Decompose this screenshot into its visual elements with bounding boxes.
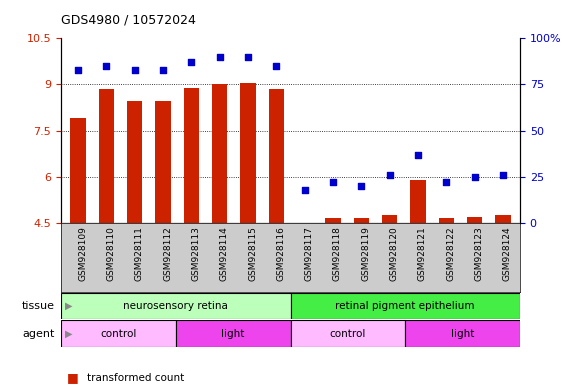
Bar bbox=[325, 218, 341, 223]
Text: GSM928110: GSM928110 bbox=[106, 226, 116, 281]
Point bbox=[102, 63, 111, 69]
Text: GSM928124: GSM928124 bbox=[503, 226, 512, 281]
Text: transformed count: transformed count bbox=[87, 373, 184, 383]
Bar bbox=[155, 101, 171, 223]
Bar bbox=[406, 320, 520, 347]
Bar bbox=[290, 320, 406, 347]
Text: light: light bbox=[451, 329, 474, 339]
Point bbox=[498, 172, 508, 178]
Text: GSM928113: GSM928113 bbox=[191, 226, 200, 281]
Text: GSM928121: GSM928121 bbox=[418, 226, 427, 281]
Point bbox=[470, 174, 479, 180]
Bar bbox=[290, 293, 520, 319]
Bar bbox=[61, 293, 290, 319]
Point bbox=[187, 59, 196, 65]
Text: light: light bbox=[221, 329, 245, 339]
Point bbox=[73, 67, 83, 73]
Text: GSM928116: GSM928116 bbox=[277, 226, 285, 281]
Text: GSM928117: GSM928117 bbox=[304, 226, 314, 281]
Text: GSM928111: GSM928111 bbox=[135, 226, 144, 281]
Text: ■: ■ bbox=[67, 371, 78, 384]
Point bbox=[215, 54, 224, 60]
Bar bbox=[212, 84, 227, 223]
Text: neurosensory retina: neurosensory retina bbox=[123, 301, 228, 311]
Text: ▶: ▶ bbox=[65, 301, 72, 311]
Bar bbox=[240, 83, 256, 223]
Text: GSM928123: GSM928123 bbox=[475, 226, 483, 281]
Bar bbox=[495, 215, 511, 223]
Text: GSM928112: GSM928112 bbox=[163, 226, 172, 281]
Text: GSM928109: GSM928109 bbox=[78, 226, 87, 281]
Bar bbox=[61, 320, 175, 347]
Point bbox=[328, 179, 338, 185]
Point bbox=[243, 54, 253, 60]
Bar bbox=[467, 217, 482, 223]
Bar bbox=[184, 88, 199, 223]
Text: control: control bbox=[100, 329, 137, 339]
Point bbox=[130, 67, 139, 73]
Text: GSM928120: GSM928120 bbox=[390, 226, 399, 281]
Point bbox=[442, 179, 451, 185]
Point bbox=[385, 172, 394, 178]
Text: tissue: tissue bbox=[22, 301, 55, 311]
Text: GSM928118: GSM928118 bbox=[333, 226, 342, 281]
Text: GDS4980 / 10572024: GDS4980 / 10572024 bbox=[61, 14, 196, 27]
Point bbox=[413, 151, 422, 157]
Bar bbox=[354, 218, 369, 223]
Text: GSM928119: GSM928119 bbox=[361, 226, 370, 281]
Text: retinal pigment epithelium: retinal pigment epithelium bbox=[335, 301, 475, 311]
Point bbox=[159, 67, 168, 73]
Text: GSM928122: GSM928122 bbox=[446, 226, 456, 281]
Point bbox=[272, 63, 281, 69]
Bar bbox=[268, 89, 284, 223]
Text: GSM928114: GSM928114 bbox=[220, 226, 229, 281]
Text: ▶: ▶ bbox=[65, 329, 72, 339]
Bar bbox=[70, 118, 86, 223]
Bar bbox=[410, 180, 426, 223]
Point bbox=[357, 183, 366, 189]
Text: agent: agent bbox=[23, 329, 55, 339]
Bar bbox=[175, 320, 290, 347]
Bar bbox=[439, 218, 454, 223]
Text: control: control bbox=[329, 329, 366, 339]
Text: GSM928115: GSM928115 bbox=[248, 226, 257, 281]
Bar bbox=[382, 215, 397, 223]
Bar bbox=[127, 101, 142, 223]
Bar bbox=[99, 89, 114, 223]
Point bbox=[300, 187, 309, 193]
